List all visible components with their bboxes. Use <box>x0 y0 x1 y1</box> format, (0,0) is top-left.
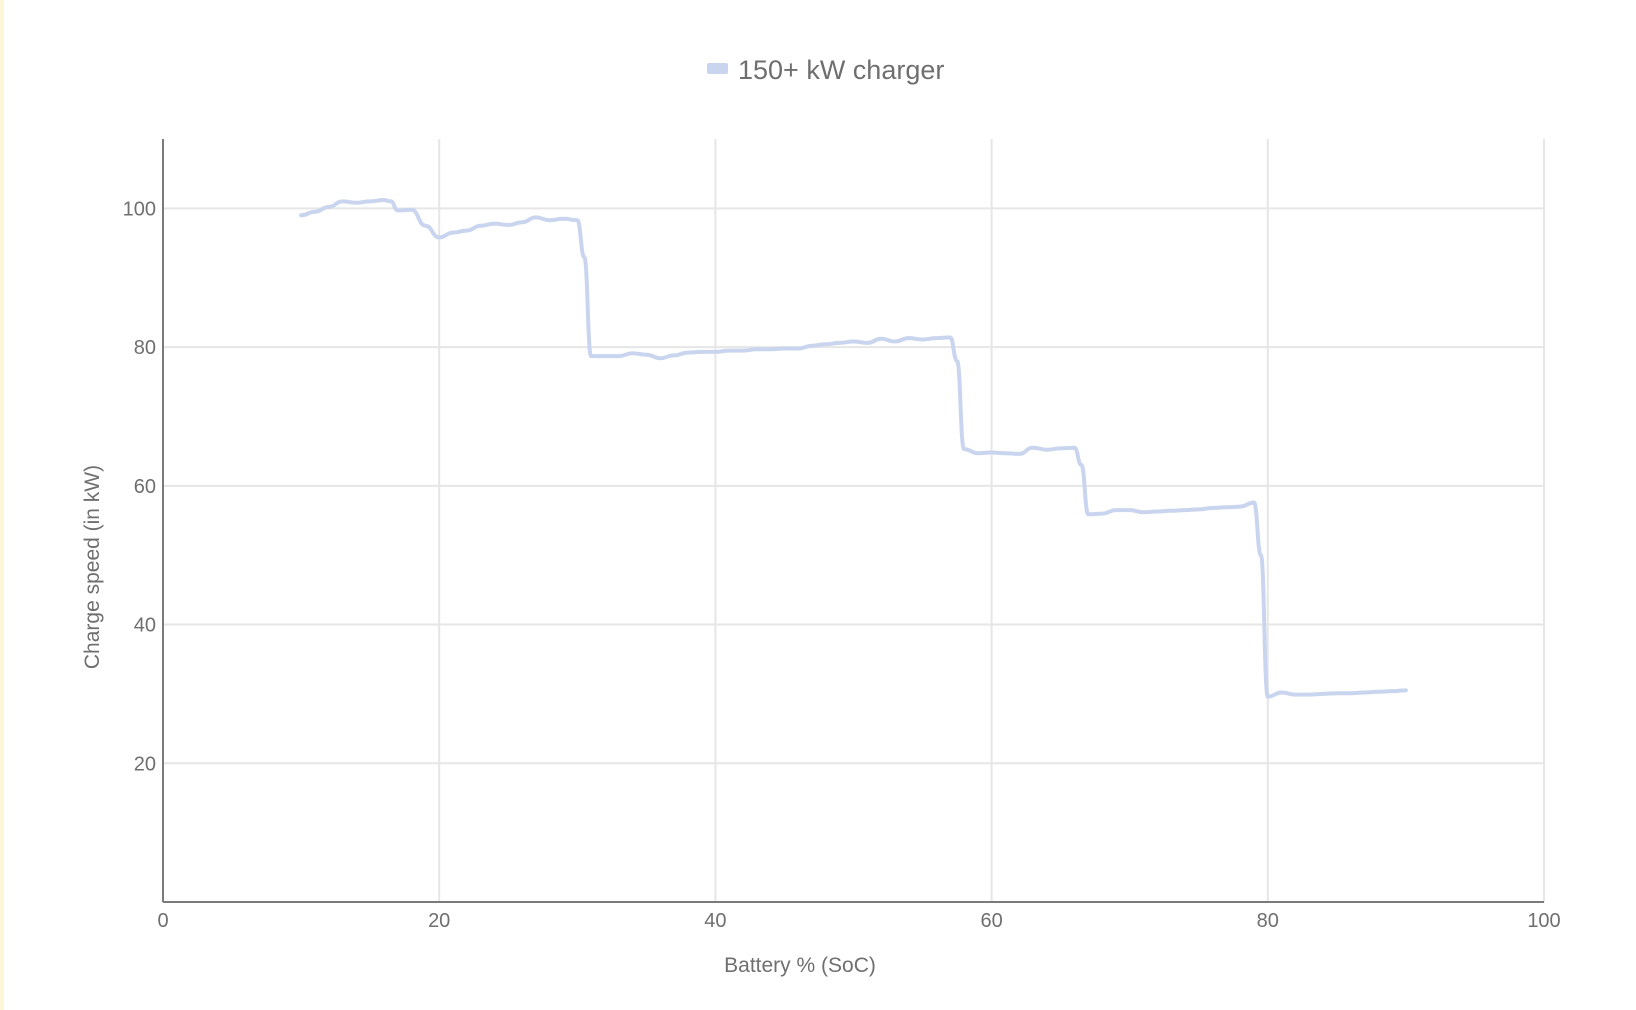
x-tick-labels: 0 20 40 60 80 100 <box>157 910 1560 932</box>
axes <box>162 139 1544 903</box>
y-tick-label: 40 <box>134 615 156 637</box>
x-tick-label: 40 <box>704 910 726 932</box>
y-tick-label: 80 <box>134 337 156 359</box>
x-tick-label: 60 <box>980 910 1002 932</box>
y-tick-label: 100 <box>123 198 156 220</box>
legend-label: 150+ kW charger <box>738 55 944 85</box>
y-axis-title: Charge speed (in kW) <box>81 465 104 669</box>
x-tick-label: 80 <box>1257 910 1279 932</box>
series-line-150kw-charger <box>299 198 1408 699</box>
x-tick-label: 100 <box>1527 910 1560 932</box>
series-group <box>299 198 1408 699</box>
y-tick-label: 60 <box>134 476 156 498</box>
gridlines <box>163 139 1545 902</box>
y-tick-labels: 20 40 60 80 100 <box>123 198 156 775</box>
x-tick-label: 20 <box>428 910 450 932</box>
legend-swatch <box>707 63 728 74</box>
legend: 150+ kW charger <box>707 55 944 85</box>
left-edge-strip <box>0 0 4 1010</box>
x-axis-title: Battery % (SoC) <box>724 954 876 977</box>
x-tick-label: 0 <box>157 910 168 932</box>
y-tick-label: 20 <box>134 753 156 775</box>
